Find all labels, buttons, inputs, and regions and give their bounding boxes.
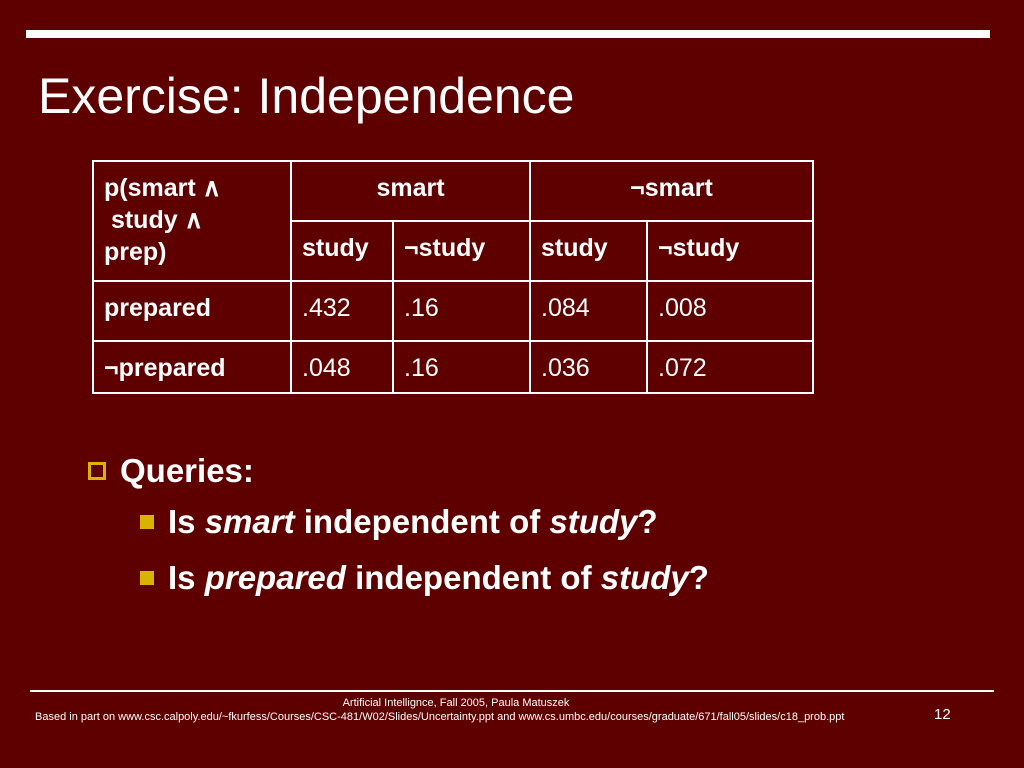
table-cell: .008 <box>646 280 814 342</box>
probability-table: p(smart ∧ study ∧ prep) smart ¬smart stu… <box>92 160 814 394</box>
page-number: 12 <box>934 706 951 723</box>
footer-course: Artificial Intellignce, Fall 2005, Paula… <box>342 697 570 709</box>
square-bullet-icon <box>140 515 154 529</box>
table-subheader-row: study ¬study study ¬study <box>93 220 814 282</box>
queries-heading: Queries: <box>120 452 254 489</box>
query-prefix: Is <box>168 559 205 596</box>
corner-label-line3: prep) <box>104 238 167 266</box>
subheader-cell: ¬study <box>646 220 814 282</box>
group-header-not-smart: ¬smart <box>529 160 814 222</box>
row-label: prepared <box>92 280 292 342</box>
group-header-smart: smart <box>290 160 531 222</box>
table-cell: .16 <box>392 340 531 394</box>
subheader-cell: study <box>290 220 394 282</box>
footer-rule <box>30 690 994 692</box>
slide-title: Exercise: Independence <box>38 68 575 124</box>
query-suffix: ? <box>688 559 709 596</box>
queries-heading-item: Queries: <box>88 452 254 490</box>
query-item: Is prepared independent of study ? <box>140 559 709 597</box>
subheader-cell: ¬study <box>392 220 531 282</box>
table-cell: .084 <box>529 280 648 342</box>
hollow-square-bullet-icon <box>88 462 106 480</box>
query-variable: study <box>600 559 689 596</box>
table-corner-cell: p(smart ∧ study ∧ prep) <box>92 160 292 282</box>
square-bullet-icon <box>140 571 154 585</box>
footer-source: Based in part on www.csc.calpoly.edu/~fk… <box>35 711 845 723</box>
table-cell: .036 <box>529 340 648 394</box>
top-rule <box>26 30 990 38</box>
query-suffix: ? <box>637 503 658 540</box>
query-variable: study <box>549 503 638 540</box>
table-cell: .072 <box>646 340 814 394</box>
query-variable: smart <box>204 503 295 540</box>
query-item: Is smart independent of study ? <box>140 503 658 541</box>
table-row: ¬prepared .048 .16 .036 .072 <box>92 340 814 394</box>
corner-label-line2: study ∧ <box>104 206 203 234</box>
query-prefix: Is <box>168 503 205 540</box>
table-cell: .432 <box>290 280 394 342</box>
query-middle: independent of <box>294 503 550 540</box>
table-row: prepared .432 .16 .084 .008 <box>92 280 814 342</box>
query-middle: independent of <box>345 559 601 596</box>
table-cell: .16 <box>392 280 531 342</box>
query-variable: prepared <box>204 559 346 596</box>
subheader-cell: study <box>529 220 648 282</box>
corner-label-line1: p(smart ∧ <box>104 174 221 202</box>
table-header-row: p(smart ∧ study ∧ prep) smart ¬smart <box>92 160 814 282</box>
row-label: ¬prepared <box>92 340 292 394</box>
table-cell: .048 <box>290 340 394 394</box>
